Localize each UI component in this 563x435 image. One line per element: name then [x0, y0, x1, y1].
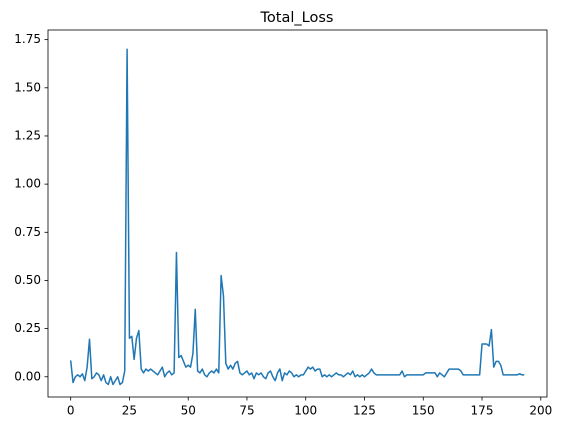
y-tick-label: 1.25 — [14, 128, 41, 142]
x-tick-label: 100 — [294, 404, 317, 418]
y-tick-label: 0.50 — [14, 273, 41, 287]
y-tick-label: 0.75 — [14, 225, 41, 239]
x-tick-label: 125 — [353, 404, 376, 418]
y-tick-label: 1.50 — [14, 80, 41, 94]
x-tick-label: 175 — [471, 404, 494, 418]
x-tick-label: 150 — [412, 404, 435, 418]
x-tick-label: 200 — [529, 404, 552, 418]
y-tick-label: 0.00 — [14, 369, 41, 383]
x-tick-label: 0 — [67, 404, 75, 418]
x-tick-label: 50 — [181, 404, 196, 418]
x-tick-label: 25 — [122, 404, 137, 418]
y-tick-label: 1.75 — [14, 32, 41, 46]
chart-title: Total_Loss — [260, 10, 334, 26]
x-tick-label: 75 — [239, 404, 254, 418]
y-tick-label: 1.00 — [14, 177, 41, 191]
axes-frame — [47, 29, 548, 398]
line-series — [69, 48, 525, 386]
y-tick-label: 0.25 — [14, 321, 41, 335]
